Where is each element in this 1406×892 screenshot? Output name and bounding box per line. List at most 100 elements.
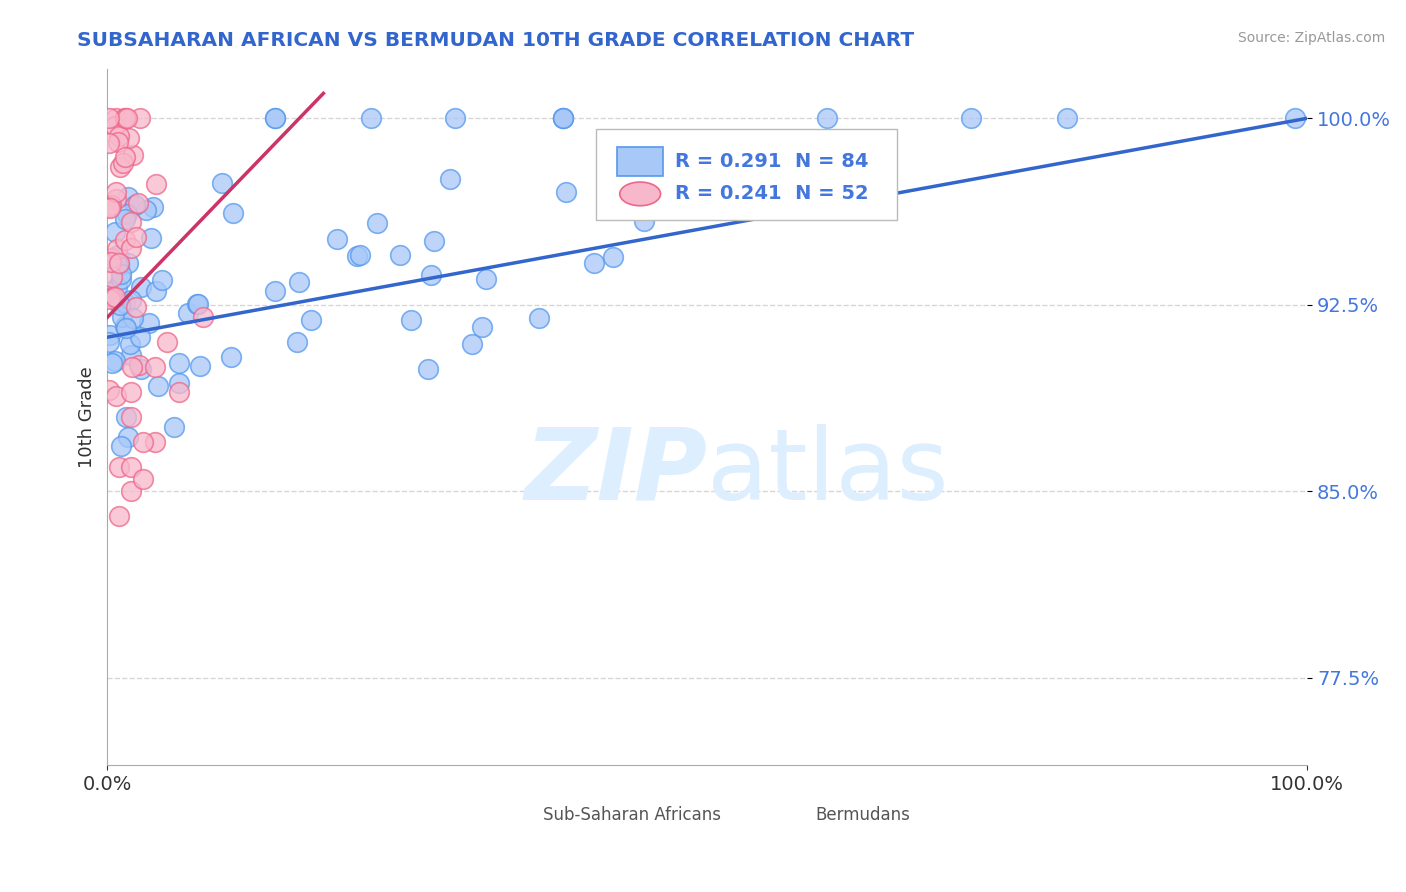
Point	[104, 192, 127, 206]
Point	[346, 249, 368, 263]
Point	[176, 306, 198, 320]
Point	[98, 255, 121, 269]
Point	[104, 353, 127, 368]
Text: Source: ZipAtlas.com: Source: ZipAtlas.com	[1237, 31, 1385, 45]
Circle shape	[778, 807, 806, 823]
Point	[108, 509, 131, 524]
Point	[120, 484, 142, 499]
Point	[131, 280, 153, 294]
Point	[475, 272, 498, 286]
Point	[100, 255, 122, 269]
Point	[98, 201, 121, 215]
Point	[105, 257, 128, 271]
Point	[100, 269, 122, 284]
Point	[299, 312, 322, 326]
Point	[553, 112, 575, 126]
Point	[150, 273, 173, 287]
FancyBboxPatch shape	[617, 147, 664, 177]
Text: R = 0.241  N = 52: R = 0.241 N = 52	[675, 185, 869, 203]
Point	[97, 200, 120, 214]
Point	[103, 255, 125, 269]
Point	[110, 267, 132, 281]
Point	[399, 313, 422, 327]
Point	[219, 350, 242, 364]
Point	[815, 112, 838, 126]
Point	[145, 434, 167, 449]
Point	[141, 231, 163, 245]
Point	[100, 292, 122, 306]
Point	[114, 112, 136, 126]
Point	[129, 112, 152, 126]
Point	[97, 136, 120, 150]
Point	[108, 128, 131, 143]
Point	[188, 359, 211, 373]
Point	[222, 206, 245, 220]
Point	[117, 430, 139, 444]
Point	[105, 112, 128, 126]
Point	[110, 439, 132, 453]
Point	[115, 409, 138, 424]
Point	[122, 147, 145, 161]
Point	[118, 337, 141, 351]
Point	[169, 384, 191, 399]
Point	[110, 272, 132, 286]
Point	[107, 135, 129, 149]
Point	[111, 310, 134, 325]
Point	[104, 389, 127, 403]
Point	[264, 112, 287, 126]
Point	[104, 186, 127, 200]
Point	[439, 172, 461, 186]
Point	[132, 434, 155, 449]
Point	[211, 176, 233, 190]
Point	[114, 318, 136, 333]
Point	[1284, 112, 1306, 126]
Point	[444, 112, 467, 126]
Point	[115, 207, 138, 221]
Point	[108, 459, 131, 474]
Point	[114, 212, 136, 227]
Point	[169, 376, 191, 391]
Point	[117, 189, 139, 203]
Point	[349, 248, 371, 262]
FancyBboxPatch shape	[596, 129, 897, 220]
Point	[146, 379, 169, 393]
Point	[156, 335, 179, 350]
Point	[145, 359, 167, 374]
Y-axis label: 10th Grade: 10th Grade	[79, 366, 96, 467]
Point	[132, 472, 155, 486]
Point	[471, 320, 494, 334]
Point	[142, 200, 165, 214]
Point	[121, 359, 143, 374]
Point	[120, 347, 142, 361]
Point	[553, 112, 575, 126]
Point	[124, 229, 146, 244]
Point	[120, 384, 142, 399]
Point	[461, 336, 484, 351]
Point	[264, 285, 287, 299]
Point	[117, 256, 139, 270]
Point	[326, 232, 349, 246]
Point	[111, 156, 134, 170]
Point	[633, 214, 655, 228]
Point	[110, 298, 132, 312]
Point	[124, 300, 146, 314]
Point	[104, 290, 127, 304]
Point	[422, 234, 444, 248]
Point	[114, 150, 136, 164]
Point	[120, 293, 142, 307]
Point	[285, 335, 308, 350]
Point	[138, 317, 160, 331]
Point	[114, 321, 136, 335]
Point	[124, 198, 146, 212]
Point	[120, 459, 142, 474]
Point	[135, 202, 157, 217]
Point	[120, 241, 142, 255]
Point	[264, 112, 287, 126]
Point	[128, 359, 150, 373]
Point	[288, 275, 311, 289]
Point	[120, 409, 142, 424]
Point	[115, 112, 138, 126]
Point	[1056, 112, 1078, 126]
Point	[97, 383, 120, 397]
Point	[145, 284, 167, 298]
